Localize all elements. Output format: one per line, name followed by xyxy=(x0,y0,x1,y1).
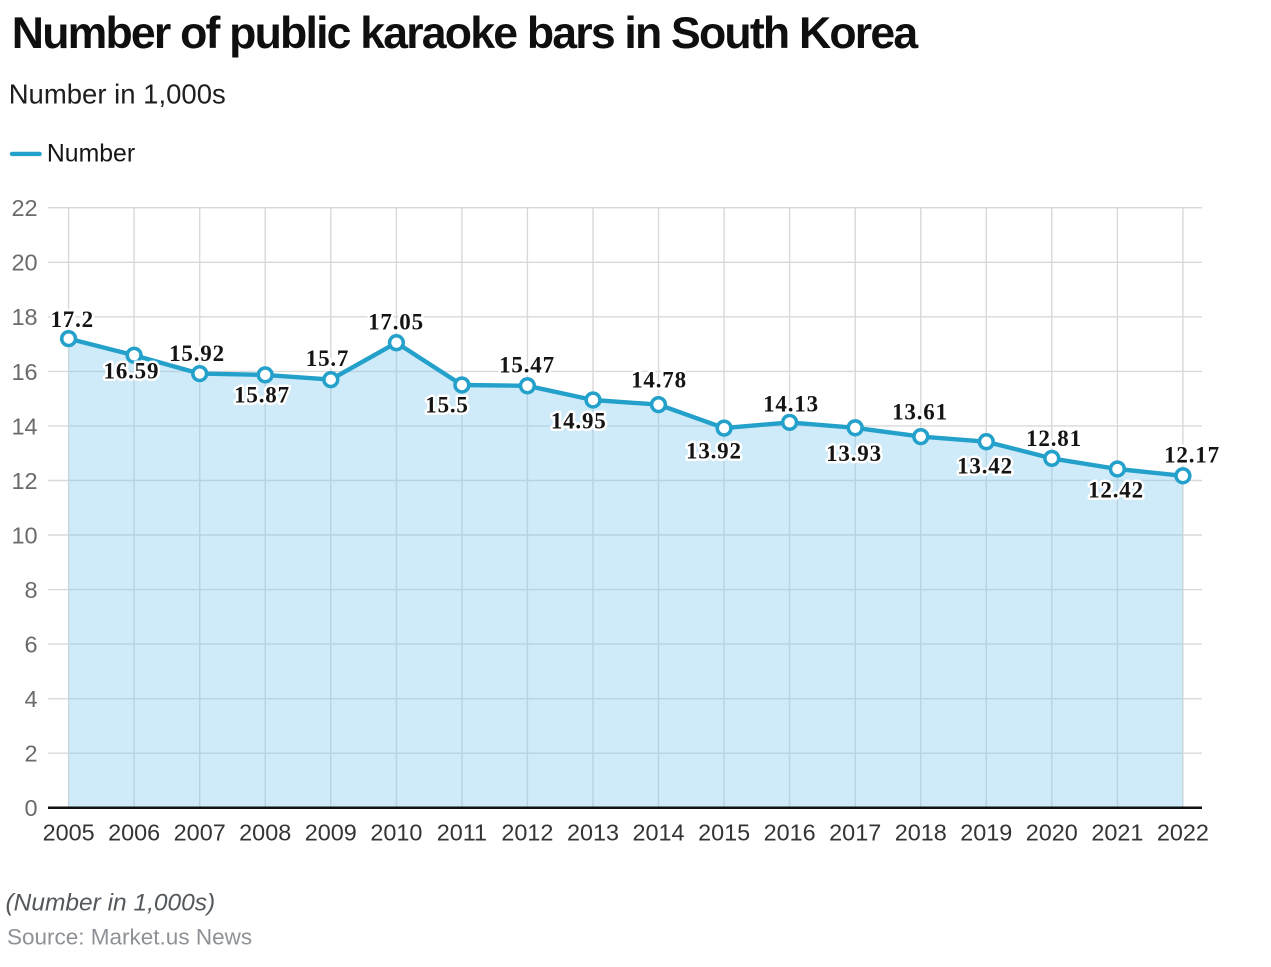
svg-text:Number: Number xyxy=(47,140,135,167)
svg-text:15.87: 15.87 xyxy=(234,383,290,408)
svg-text:2: 2 xyxy=(25,741,38,767)
svg-text:22: 22 xyxy=(11,195,37,221)
svg-text:15.5: 15.5 xyxy=(425,392,468,417)
svg-text:(Number in 1,000s): (Number in 1,000s) xyxy=(6,889,216,916)
svg-text:13.61: 13.61 xyxy=(892,400,948,425)
svg-text:14.95: 14.95 xyxy=(551,409,607,434)
svg-text:10: 10 xyxy=(11,522,37,548)
svg-text:4: 4 xyxy=(25,686,38,712)
svg-text:18: 18 xyxy=(11,304,37,330)
svg-text:13.92: 13.92 xyxy=(686,439,742,464)
svg-text:12.17: 12.17 xyxy=(1164,443,1220,468)
svg-text:12.42: 12.42 xyxy=(1088,477,1144,502)
svg-text:2022: 2022 xyxy=(1157,820,1209,846)
svg-text:Number of public karaoke bars: Number of public karaoke bars in South K… xyxy=(12,9,920,58)
svg-text:15.7: 15.7 xyxy=(306,346,349,371)
svg-text:15.92: 15.92 xyxy=(169,341,225,366)
svg-text:2015: 2015 xyxy=(698,820,750,846)
svg-text:20: 20 xyxy=(11,250,37,276)
svg-text:14.78: 14.78 xyxy=(631,368,687,393)
svg-text:2005: 2005 xyxy=(43,820,95,846)
svg-text:13.42: 13.42 xyxy=(957,454,1013,479)
svg-text:14: 14 xyxy=(11,413,37,439)
svg-text:2006: 2006 xyxy=(108,820,160,846)
svg-text:2012: 2012 xyxy=(501,820,553,846)
svg-text:Number in 1,000s: Number in 1,000s xyxy=(9,79,226,110)
svg-text:0: 0 xyxy=(25,795,38,821)
svg-text:17.05: 17.05 xyxy=(368,310,424,335)
svg-text:2017: 2017 xyxy=(829,820,881,846)
svg-text:Source: Market.us News: Source: Market.us News xyxy=(7,924,252,949)
svg-text:2019: 2019 xyxy=(960,820,1012,846)
svg-text:14.13: 14.13 xyxy=(763,392,819,417)
svg-text:15.47: 15.47 xyxy=(499,353,555,378)
svg-text:6: 6 xyxy=(25,632,38,658)
svg-text:16: 16 xyxy=(11,359,37,385)
svg-text:2013: 2013 xyxy=(567,820,619,846)
svg-text:2009: 2009 xyxy=(305,820,357,846)
svg-text:2016: 2016 xyxy=(764,820,816,846)
svg-text:2007: 2007 xyxy=(174,820,226,846)
svg-text:12: 12 xyxy=(11,468,37,494)
svg-text:12.81: 12.81 xyxy=(1026,426,1082,451)
svg-text:13.93: 13.93 xyxy=(826,441,882,466)
svg-text:8: 8 xyxy=(25,577,38,603)
svg-text:16.59: 16.59 xyxy=(104,359,160,384)
svg-text:2021: 2021 xyxy=(1091,820,1143,846)
svg-text:2011: 2011 xyxy=(437,820,487,846)
svg-text:2018: 2018 xyxy=(895,820,947,846)
svg-text:2014: 2014 xyxy=(632,820,684,846)
svg-text:2008: 2008 xyxy=(239,820,291,846)
svg-text:17.2: 17.2 xyxy=(50,307,93,332)
svg-text:2020: 2020 xyxy=(1026,820,1078,846)
svg-text:2010: 2010 xyxy=(370,820,422,846)
